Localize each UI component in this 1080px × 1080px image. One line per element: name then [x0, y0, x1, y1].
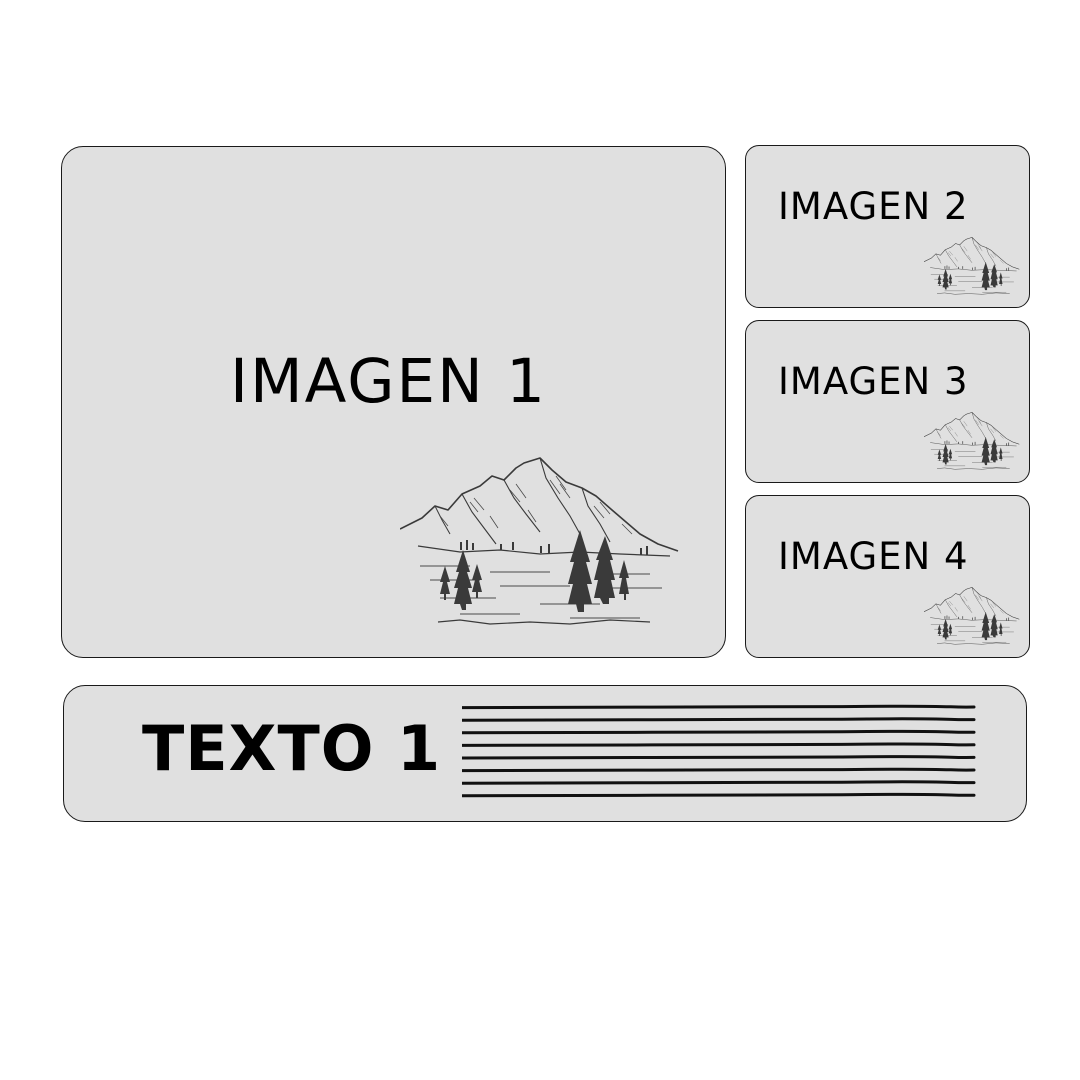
- image-label: IMAGEN 2: [778, 185, 969, 228]
- text-panel: TEXTO 1: [63, 685, 1027, 822]
- text-line: [462, 792, 976, 798]
- image-panel-2: IMAGEN 2: [745, 145, 1030, 308]
- text-line: [462, 755, 976, 760]
- text-line: [462, 729, 976, 735]
- mountain-landscape-icon: [924, 584, 1020, 648]
- text-line: [462, 742, 976, 747]
- image-panel-4: IMAGEN 4: [745, 495, 1030, 658]
- text-line: [462, 780, 976, 785]
- text-line: [462, 717, 976, 722]
- image-label: IMAGEN 1: [230, 346, 547, 417]
- image-panel-main: IMAGEN 1: [61, 146, 726, 658]
- mountain-landscape-icon: [400, 454, 680, 629]
- image-panel-3: IMAGEN 3: [745, 320, 1030, 483]
- text-lines-placeholder: [462, 704, 976, 798]
- image-label: IMAGEN 3: [778, 360, 969, 403]
- text-label: TEXTO 1: [142, 712, 442, 785]
- mountain-landscape-icon: [924, 234, 1020, 298]
- text-line: [462, 767, 976, 773]
- mountain-landscape-icon: [924, 409, 1020, 473]
- text-line: [462, 704, 976, 710]
- image-label: IMAGEN 4: [778, 535, 969, 578]
